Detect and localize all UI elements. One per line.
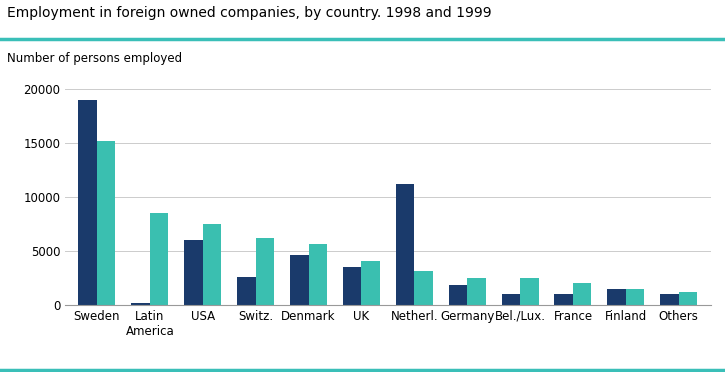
- Bar: [290, 256, 309, 305]
- Bar: [502, 294, 520, 305]
- Bar: [97, 141, 115, 305]
- Bar: [362, 261, 380, 305]
- Bar: [343, 267, 362, 305]
- Bar: [237, 277, 256, 305]
- Bar: [78, 100, 97, 305]
- Bar: [626, 289, 645, 305]
- Bar: [414, 270, 433, 305]
- Bar: [309, 244, 327, 305]
- Text: Employment in foreign owned companies, by country. 1998 and 1999: Employment in foreign owned companies, b…: [7, 6, 492, 20]
- Bar: [679, 292, 697, 305]
- Bar: [396, 184, 414, 305]
- Bar: [184, 240, 203, 305]
- Bar: [256, 238, 274, 305]
- Bar: [608, 289, 626, 305]
- Bar: [203, 224, 221, 305]
- Bar: [520, 278, 539, 305]
- Bar: [449, 285, 467, 305]
- Bar: [573, 283, 592, 305]
- Bar: [555, 294, 573, 305]
- Bar: [150, 213, 168, 305]
- Text: Number of persons employed: Number of persons employed: [7, 52, 183, 65]
- Bar: [660, 294, 679, 305]
- Bar: [467, 278, 486, 305]
- Bar: [131, 303, 150, 305]
